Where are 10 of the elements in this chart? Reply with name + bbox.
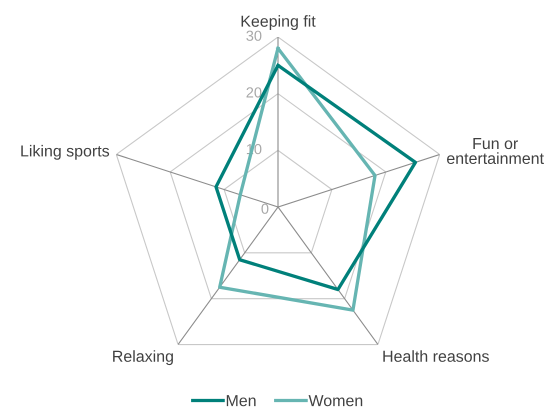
y-tick-label: 20 (246, 87, 262, 98)
legend-label: Women (308, 395, 362, 406)
legend-label: Men (226, 395, 256, 406)
spoke-label: Health reasons (383, 350, 489, 362)
y-tick-label: 30 (246, 30, 262, 41)
spoke-label: Fun or entertainment (447, 138, 544, 164)
y-tick-label: 0 (261, 204, 268, 214)
spoke-label: Relaxing (113, 350, 173, 366)
spoke-label: Liking sports (21, 144, 110, 160)
spoke-label: Keeping fit (242, 15, 316, 30)
